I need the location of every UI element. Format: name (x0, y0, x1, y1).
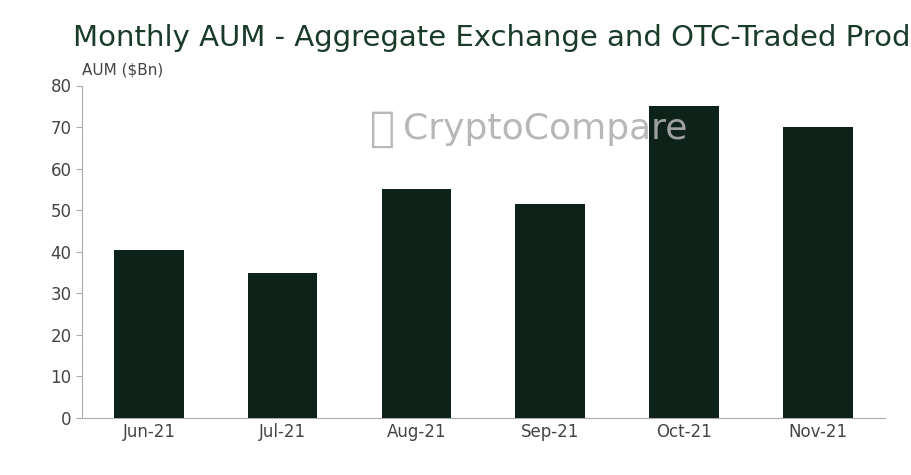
Bar (382, 190, 451, 418)
Bar (114, 250, 183, 418)
Bar (649, 106, 718, 418)
Bar (783, 127, 852, 418)
Bar (248, 273, 317, 418)
Bar (515, 204, 584, 418)
Text: CryptoCompare: CryptoCompare (403, 112, 687, 146)
Text: AUM ($Bn): AUM ($Bn) (82, 62, 163, 77)
Text: Monthly AUM - Aggregate Exchange and OTC-Traded Products: Monthly AUM - Aggregate Exchange and OTC… (73, 24, 911, 52)
Text: Ⓜ: Ⓜ (370, 108, 394, 150)
